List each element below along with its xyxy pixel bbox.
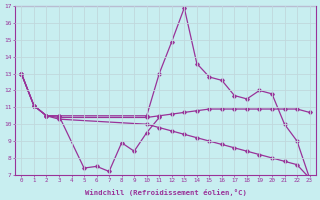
X-axis label: Windchill (Refroidissement éolien,°C): Windchill (Refroidissement éolien,°C) xyxy=(84,189,246,196)
